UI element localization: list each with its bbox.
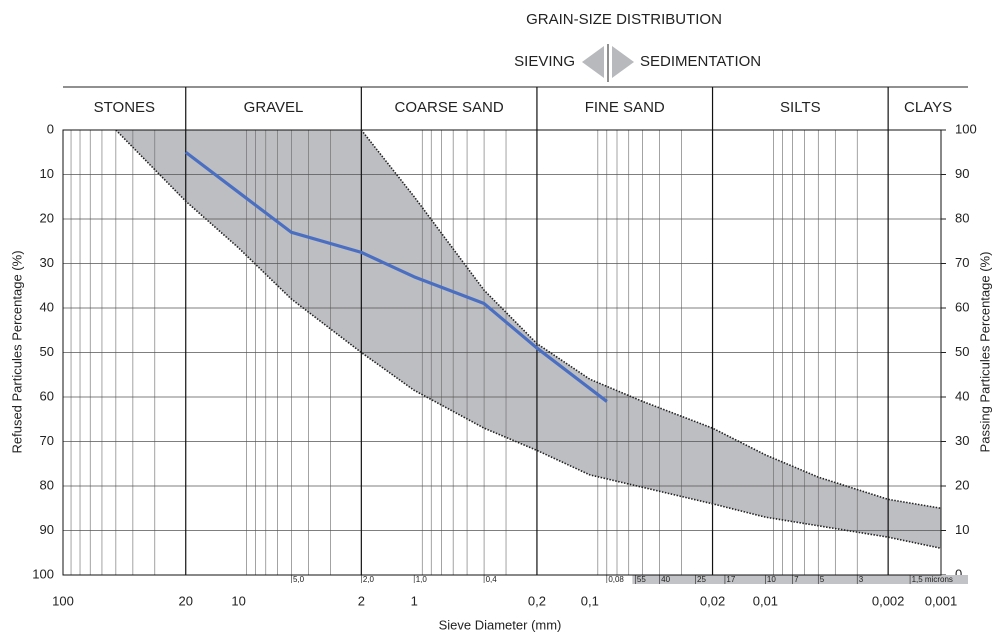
zone-label: STONES (94, 99, 155, 116)
y-tick-label: 90 (40, 522, 54, 537)
sedimentation-label: 10 (767, 575, 776, 584)
y-tick-label: 60 (40, 388, 54, 403)
y-tick-label: 80 (40, 477, 54, 492)
x-tick-label: 0,1 (581, 593, 599, 608)
sedimentation-strip (632, 575, 968, 584)
sedimentation-label: 1,5 microns (912, 575, 953, 584)
y-tick-label: 70 (40, 433, 54, 448)
sedimentation-label: 17 (726, 575, 735, 584)
y2-axis-label: Passing Particules Percentage (%) (977, 252, 992, 453)
sample-curve (184, 150, 608, 403)
y-tick-label: 0 (47, 121, 54, 136)
chart-title: GRAIN-SIZE DISTRIBUTION (526, 11, 722, 28)
sedimentation-label: 5 (820, 575, 825, 584)
plot-frame (62, 129, 942, 576)
arrow-right (612, 46, 634, 78)
sedimentation-label: 55 (637, 575, 646, 584)
y2-tick-label: 80 (955, 210, 969, 225)
sedimentation-label: 7 (794, 575, 799, 584)
sedimentation-label: 40 (661, 575, 670, 584)
sieve-label: 0,4 (486, 575, 498, 584)
x-axis-label: Sieve Diameter (mm) (439, 617, 562, 632)
x-tick-label: 0,001 (925, 593, 958, 608)
y-tick-label: 50 (40, 344, 54, 359)
sieve-label: 2,0 (363, 575, 375, 584)
x-tick-label: 2 (358, 593, 365, 608)
sedimentation-label: SEDIMENTATION (640, 53, 761, 70)
y-tick-label: 30 (40, 255, 54, 270)
y2-tick-label: 50 (955, 344, 969, 359)
y2-tick-label: 60 (955, 299, 969, 314)
x-tick-label: 20 (179, 593, 193, 608)
y2-tick-label: 90 (955, 166, 969, 181)
y-tick-label: 20 (40, 210, 54, 225)
zone-label: SILTS (780, 99, 821, 116)
x-tick-label: 0,01 (753, 593, 778, 608)
y2-tick-label: 20 (955, 477, 969, 492)
x-tick-label: 0,2 (528, 593, 546, 608)
x-tick-label: 0,002 (872, 593, 905, 608)
y2-tick-label: 30 (955, 433, 969, 448)
arrow-left (582, 46, 604, 78)
y2-tick-label: 10 (955, 522, 969, 537)
y2-tick-label: 70 (955, 255, 969, 270)
zone-label: COARSE SAND (395, 99, 504, 116)
x-tick-label: 10 (231, 593, 245, 608)
zone-label: GRAVEL (244, 99, 304, 116)
zone-label: CLAYS (904, 99, 952, 116)
sedimentation-label: 25 (697, 575, 706, 584)
sedimentation-label: 3 (859, 575, 864, 584)
x-tick-label: 1 (411, 593, 418, 608)
y2-tick-label: 100 (955, 121, 977, 136)
y2-tick-label: 40 (955, 388, 969, 403)
zone-label: FINE SAND (585, 99, 665, 116)
sieve-label: 1,0 (416, 575, 428, 584)
sieve-label: 5,0 (293, 575, 305, 584)
band-upper-edge (360, 129, 942, 510)
y2-tick-label: 0 (955, 566, 962, 581)
sieving-label: SIEVING (514, 53, 575, 70)
y-tick-label: 40 (40, 299, 54, 314)
y-tick-label: 100 (32, 566, 54, 581)
y-axis-label: Refused Particules Percentage (%) (9, 250, 24, 453)
x-tick-label: 100 (52, 593, 74, 608)
x-tick-label: 0,02 (700, 593, 725, 608)
y-tick-label: 10 (40, 166, 54, 181)
sieve-label: 0,08 (608, 575, 624, 584)
